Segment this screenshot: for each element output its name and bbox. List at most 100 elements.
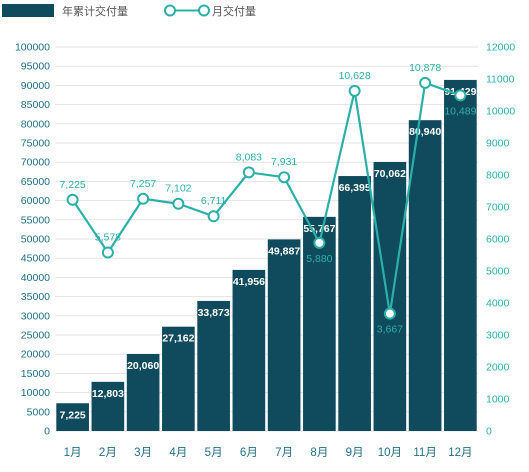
- legend-swatch-line-marker-right: [198, 4, 210, 17]
- y-left-tick-label: 20000: [21, 349, 50, 361]
- bar-value-label: 41,956: [233, 276, 265, 288]
- bar: [408, 120, 442, 431]
- line-point: [383, 307, 396, 320]
- y-left-tick-label: 5000: [27, 406, 51, 418]
- y-left-tick-label: 0: [44, 426, 50, 438]
- bar: [373, 161, 407, 431]
- bar-value-label: 12,803: [92, 388, 124, 400]
- y-axis-right: 0 1000 2000 3000 4000 5000 6000 7000 8000 9000 100…: [486, 42, 515, 438]
- legend: 年累计交付量 月交付量: [2, 4, 256, 18]
- line-point: [419, 76, 432, 89]
- y-left-tick-label: 15000: [21, 368, 50, 380]
- line-value-label: 3,667: [377, 324, 403, 336]
- bar-value-label: 55,767: [303, 223, 335, 235]
- y-left-tick-label: 35000: [21, 291, 50, 303]
- y-left-tick-label: 40000: [21, 272, 50, 284]
- line-value-label: 7,257: [130, 178, 156, 190]
- y-left-tick-label: 25000: [21, 330, 50, 342]
- line-value-label: 10,628: [339, 70, 371, 82]
- bar-value-label: 80,940: [409, 126, 441, 138]
- x-tick-label: 7月: [275, 447, 293, 459]
- bar-value-label: 20,060: [127, 360, 159, 372]
- y-left-tick-label: 50000: [21, 234, 50, 246]
- x-tick-label: 4月: [169, 447, 187, 459]
- legend-swatch-bar: [2, 4, 54, 17]
- y-right-tick-label: 1000: [486, 394, 510, 406]
- x-tick-label: 9月: [346, 447, 364, 459]
- bar-value-label: 66,395: [339, 182, 371, 194]
- y-right-tick-label: 5000: [486, 266, 510, 278]
- x-tick-label: 8月: [310, 447, 328, 459]
- line-point: [313, 236, 326, 249]
- legend-swatch-line-marker-left: [164, 4, 176, 17]
- line-point: [172, 197, 185, 210]
- y-right-tick-label: 8000: [486, 170, 510, 182]
- line-point: [101, 246, 114, 259]
- x-tick-label: 11月: [413, 447, 436, 459]
- x-tick-label: 2月: [99, 447, 117, 459]
- y-left-tick-label: 70000: [21, 157, 50, 169]
- bar-value-label: 70,062: [374, 168, 406, 180]
- bar: [303, 216, 336, 431]
- x-tick-label: 1月: [64, 447, 82, 459]
- bar-value-label: 7,225: [59, 409, 85, 421]
- y-right-tick-label: 6000: [486, 234, 510, 246]
- line-value-label: 7,102: [165, 183, 191, 195]
- line-path: [71, 81, 461, 315]
- y-left-tick-label: 55000: [21, 214, 50, 226]
- line-point: [137, 192, 150, 205]
- y-right-tick-label: 2000: [486, 362, 510, 374]
- bar: [197, 300, 230, 431]
- line-point: [278, 171, 291, 184]
- line-value-label: 5,578: [95, 232, 121, 244]
- y-left-tick-label: 45000: [21, 253, 50, 265]
- x-tick-label: 5月: [205, 447, 223, 459]
- x-tick-label: 6月: [240, 447, 258, 459]
- line-point: [348, 84, 361, 97]
- line-point: [66, 193, 79, 206]
- bars: [56, 79, 477, 431]
- bar: [126, 353, 160, 431]
- y-left-tick-label: 60000: [21, 195, 50, 207]
- line-point: [242, 166, 255, 179]
- y-right-tick-label: 9000: [486, 138, 510, 150]
- y-right-tick-label: 10000: [486, 106, 515, 118]
- y-right-tick-label: 7000: [486, 202, 510, 214]
- y-left-tick-label: 10000: [21, 387, 50, 399]
- bar-value-label: 49,887: [268, 245, 300, 257]
- line-point: [207, 210, 220, 223]
- bar: [91, 381, 125, 431]
- y-left-tick-label: 75000: [21, 138, 50, 150]
- bar: [232, 269, 266, 431]
- x-tick-label: 12月: [448, 447, 472, 459]
- y-right-tick-label: 12000: [486, 42, 515, 54]
- y-axis-left: 0 5000 10000 15000 20000 25000 30000 35000 40000…: [15, 42, 50, 438]
- bar: [56, 403, 89, 431]
- bar: [162, 326, 195, 431]
- y-left-tick-label: 95000: [21, 61, 50, 73]
- line-value-label: 7,225: [59, 179, 85, 191]
- line-value-label: 7,931: [271, 156, 297, 168]
- y-right-tick-label: 4000: [486, 298, 510, 310]
- line-series: [66, 76, 467, 320]
- legend-label-bar: 年累计交付量: [62, 4, 128, 18]
- x-tick-label: 3月: [134, 447, 152, 459]
- y-left-tick-label: 30000: [21, 310, 50, 322]
- line-labels: 7,225 5,578 7,257 7,102 6,711 8,083 7,931 5,880…: [59, 62, 476, 336]
- line-value-label: 6,711: [201, 195, 227, 207]
- y-left-tick-label: 80000: [21, 118, 50, 130]
- bar: [338, 176, 371, 431]
- y-right-tick-label: 3000: [486, 330, 510, 342]
- line-value-label: 5,880: [306, 253, 332, 265]
- line-point: [454, 89, 467, 102]
- y-left-tick-label: 65000: [21, 176, 50, 188]
- bar-value-label: 33,873: [198, 307, 230, 319]
- x-tick-label: 10月: [378, 447, 402, 459]
- y-left-tick-label: 100000: [15, 42, 50, 54]
- bar: [267, 239, 301, 431]
- legend-label-line: 月交付量: [212, 4, 256, 18]
- y-left-tick-label: 90000: [21, 80, 50, 92]
- line-value-label: 10,878: [409, 62, 441, 74]
- y-left-tick-label: 85000: [21, 99, 50, 111]
